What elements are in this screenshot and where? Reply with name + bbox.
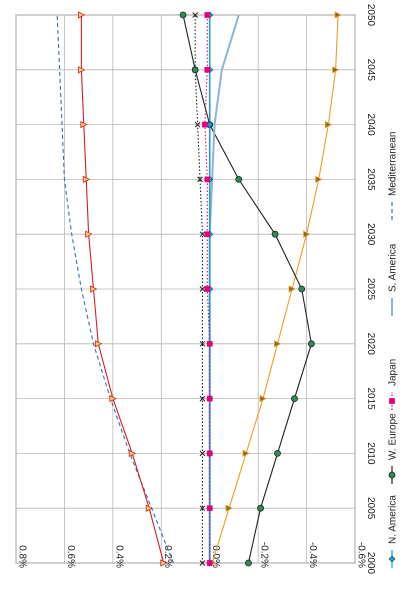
legend-item: S. America xyxy=(388,243,399,316)
year-tick-label: 2010 xyxy=(365,442,376,465)
data-point xyxy=(128,449,137,458)
data-point xyxy=(225,504,233,512)
data-point xyxy=(194,121,201,128)
series-layer xyxy=(56,11,342,567)
axis-layer: -0.6% -0.4% -0.2% 0.0% 0.2% 0.4% 0.6% 0.8% 2000 2… xyxy=(17,4,377,575)
data-point xyxy=(202,121,208,128)
data-point xyxy=(197,176,203,183)
legend-item: N. America xyxy=(388,495,399,568)
data-point xyxy=(298,285,306,293)
data-point xyxy=(206,395,213,402)
data-point xyxy=(288,285,296,293)
data-point xyxy=(242,449,250,458)
data-point xyxy=(206,505,213,512)
legend-label: W. Europe xyxy=(388,413,399,460)
series-mediterranean xyxy=(56,14,174,564)
data-point xyxy=(206,450,213,457)
data-point xyxy=(199,340,206,347)
data-point xyxy=(80,120,88,129)
data-point xyxy=(160,559,168,567)
series-unlabeled-6 xyxy=(208,11,342,567)
year-tick-label: 2015 xyxy=(365,387,376,410)
year-tick-label: 2050 xyxy=(365,4,376,27)
data-point xyxy=(90,285,98,293)
data-point xyxy=(77,66,86,74)
data-point xyxy=(199,505,206,512)
data-point xyxy=(235,175,243,183)
data-point xyxy=(303,230,311,238)
data-point xyxy=(334,11,342,19)
series-line xyxy=(56,14,174,564)
data-point xyxy=(109,394,117,403)
data-point xyxy=(199,395,206,402)
data-point xyxy=(315,175,323,184)
year-tick-label: 2025 xyxy=(365,278,376,301)
legend-item: W. Europe xyxy=(388,413,399,484)
data-point xyxy=(77,11,86,19)
data-point xyxy=(324,120,333,129)
data-point xyxy=(206,340,213,347)
data-point xyxy=(274,340,282,348)
data-point xyxy=(204,66,211,73)
data-point xyxy=(191,66,199,74)
data-point xyxy=(199,231,206,238)
year-tick-label: 2020 xyxy=(365,333,376,356)
year-tick-label: 2045 xyxy=(365,59,376,82)
data-point xyxy=(206,560,213,566)
data-point xyxy=(291,395,298,403)
data-point xyxy=(199,450,206,457)
data-point xyxy=(82,175,91,184)
data-point xyxy=(245,559,252,567)
value-tick-label: 0.2% xyxy=(162,545,173,568)
value-tick-label: -0.2% xyxy=(259,542,270,568)
year-tick-label: 2040 xyxy=(365,113,376,136)
data-point xyxy=(179,11,187,19)
data-point xyxy=(274,449,281,457)
legend-label: Japan xyxy=(388,359,399,386)
data-point xyxy=(199,286,206,292)
series-unlabeled-5 xyxy=(77,11,168,567)
data-point xyxy=(145,504,154,512)
value-tick-label: -0.6% xyxy=(356,542,367,568)
year-tick-label: 2000 xyxy=(365,552,376,575)
series-w-europe xyxy=(179,11,315,567)
series-japan xyxy=(202,12,213,566)
data-point xyxy=(204,286,211,292)
legend-marker xyxy=(389,398,395,404)
series-unlabeled-7 xyxy=(192,12,206,566)
year-tick-label: 2030 xyxy=(365,223,376,246)
data-point xyxy=(308,340,315,348)
legend-item: Mediterranean xyxy=(388,132,399,220)
year-tick-label: 2035 xyxy=(365,168,376,191)
legend-label: Mediterranean xyxy=(388,132,399,196)
legend-label: S. America xyxy=(388,243,399,292)
data-point xyxy=(332,66,340,74)
data-point xyxy=(94,340,103,348)
legend-marker xyxy=(388,471,396,479)
data-point xyxy=(199,560,206,566)
data-point xyxy=(204,12,211,18)
data-point xyxy=(271,230,279,238)
data-point xyxy=(204,176,211,183)
data-point xyxy=(204,231,211,238)
value-tick-label: 0.0% xyxy=(210,545,221,568)
legend: N. America W. Europe Japan S. America Medite… xyxy=(388,132,399,568)
data-point xyxy=(259,394,267,403)
legend-marker xyxy=(388,555,396,563)
value-tick-label: 0.4% xyxy=(113,545,124,568)
value-tick-label: -0.4% xyxy=(307,542,318,568)
data-point xyxy=(85,230,93,238)
data-point xyxy=(257,504,264,512)
legend-label: N. America xyxy=(388,495,399,544)
legend-item: Japan xyxy=(388,359,399,410)
value-tick-label: 0.6% xyxy=(65,545,76,568)
value-tick-label: 0.8% xyxy=(17,545,28,568)
year-tick-label: 2005 xyxy=(365,497,376,520)
data-point xyxy=(192,12,199,18)
